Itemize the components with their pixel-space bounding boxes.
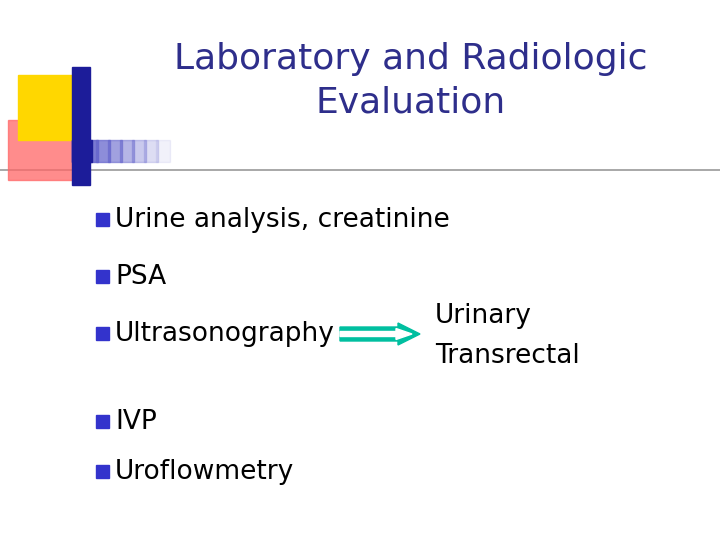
FancyArrow shape	[340, 323, 420, 345]
Bar	[18, 75, 83, 140]
Bar	[72, 140, 86, 162]
Bar	[156, 140, 170, 162]
Text: Transrectal: Transrectal	[435, 343, 580, 369]
Text: IVP: IVP	[115, 409, 157, 435]
FancyBboxPatch shape	[8, 120, 78, 180]
Bar	[96, 270, 109, 283]
Bar	[84, 140, 98, 162]
Text: PSA: PSA	[115, 264, 166, 290]
Bar	[96, 415, 109, 428]
Bar	[96, 140, 110, 162]
Bar	[144, 140, 158, 162]
Bar	[96, 465, 109, 478]
Bar	[108, 140, 122, 162]
Bar	[96, 213, 109, 226]
FancyArrow shape	[340, 328, 412, 340]
Text: Ultrasonography: Ultrasonography	[115, 321, 335, 347]
Bar	[120, 140, 134, 162]
Bar	[72, 67, 90, 185]
Bar	[96, 327, 109, 340]
Bar	[132, 140, 146, 162]
Text: Urine analysis, creatinine: Urine analysis, creatinine	[115, 207, 450, 233]
Bar	[72, 140, 92, 162]
Text: Urinary: Urinary	[435, 303, 532, 329]
Text: Laboratory and Radiologic
Evaluation: Laboratory and Radiologic Evaluation	[174, 42, 647, 120]
Text: Uroflowmetry: Uroflowmetry	[115, 459, 294, 485]
